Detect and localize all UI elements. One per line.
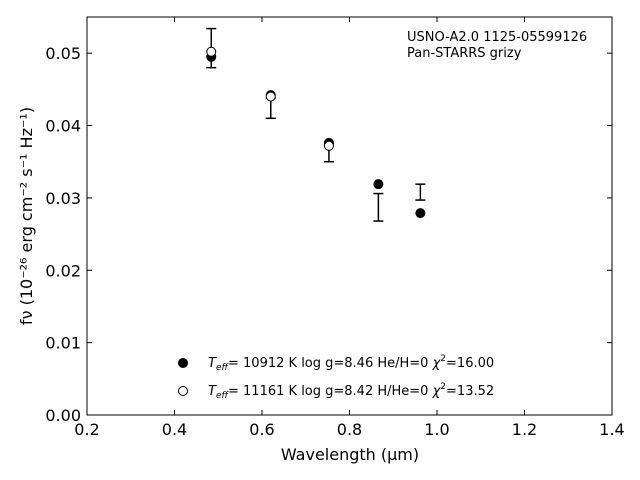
legend-1-teff: = 10912 K: [228, 356, 298, 371]
y-tick-label: 0.02: [45, 261, 81, 280]
legend-1-params: log g=8.46 He/H=0: [301, 356, 428, 371]
legend-2-chi: =13.52: [446, 384, 494, 399]
data-markers: [206, 46, 426, 219]
legend-2-teff: = 11161 K: [228, 384, 298, 399]
legend-marker-filled: [178, 358, 188, 368]
model-point-open: [206, 46, 217, 57]
y-tick-label: 0.04: [45, 117, 81, 136]
model-point-open: [323, 140, 334, 151]
y-tick-label: 0.05: [45, 44, 81, 63]
legend-marker-open: [178, 386, 188, 396]
error-bars: [206, 27, 426, 222]
x-tick-label: 1.4: [599, 420, 624, 439]
model-point-open: [265, 91, 276, 102]
legend-entry-1: Teff= 10912 K log g=8.46 He/H=0 χ2=16.00: [208, 354, 494, 373]
x-tick-label: 0.4: [162, 420, 187, 439]
legend-2-params: log g=8.42 H/He=0: [301, 384, 428, 399]
model-point-filled: [415, 208, 426, 219]
axis-ticks: 0.2 0.4 0.6 0.8 1.0 1.2 1.4 0.00 0.01 0.02 0.03 0.0…: [45, 17, 625, 439]
y-tick-label: 0.03: [45, 189, 81, 208]
x-tick-label: 0.2: [74, 420, 99, 439]
y-axis-title: fν (10⁻²⁶ erg cm⁻² s⁻¹ Hz⁻¹): [17, 107, 36, 325]
y-tick-label: 0.00: [45, 406, 81, 425]
annotation-survey: Pan-STARRS grizy: [407, 46, 522, 61]
x-tick-label: 1.2: [512, 420, 537, 439]
annotation-object-name: USNO-A2.0 1125-05599126: [407, 30, 587, 45]
legend-entry-2: Teff= 11161 K log g=8.42 H/He=0 χ2=13.52: [208, 382, 494, 401]
x-tick-label: 0.6: [249, 420, 274, 439]
legend-1-chi: =16.00: [446, 356, 494, 371]
legend: Teff= 10912 K log g=8.46 He/H=0 χ2=16.00…: [178, 354, 494, 401]
x-tick-label: 0.8: [337, 420, 362, 439]
y-tick-label: 0.01: [45, 334, 81, 353]
x-tick-label: 1.0: [424, 420, 449, 439]
model-point-filled: [373, 179, 384, 190]
x-axis-title: Wavelength (μm): [281, 445, 419, 464]
